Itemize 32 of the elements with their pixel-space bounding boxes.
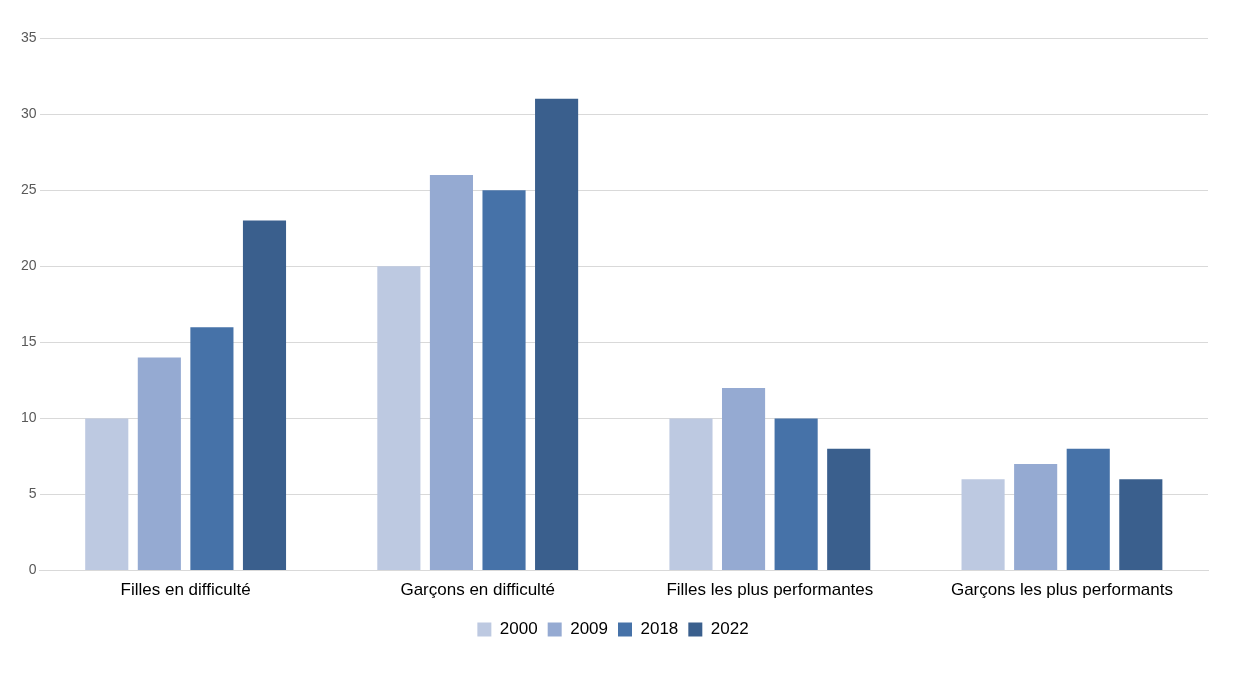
y-tick-label: 20 [20,257,37,274]
x-tick-label: Garçons en difficulté [400,580,556,600]
y-tick-label: 5 [28,485,37,502]
bar [190,327,234,571]
bar [429,174,473,571]
bar [535,98,579,571]
y-tick-label: 0 [28,561,37,578]
bar [774,418,818,571]
legend-label: 2018 [640,619,679,639]
bar [1014,464,1058,571]
y-tick-label: 10 [20,409,37,426]
bar [669,418,713,571]
bar [1066,448,1110,571]
y-tick-label: 25 [20,181,37,198]
x-tick-label: Filles les plus performantes [666,580,874,600]
x-tick-label: Filles en difficulté [120,580,251,600]
bar [85,418,129,571]
bar [827,448,871,571]
bar [1119,479,1163,571]
bar [242,220,287,571]
legend-label: 2009 [570,619,609,639]
x-tick-label: Garçons les plus performants [950,580,1173,600]
y-tick-label: 35 [20,28,37,45]
bar [377,266,421,571]
legend-label: 2000 [499,619,538,639]
y-tick-label: 15 [20,333,37,350]
bar [961,479,1005,571]
bar [482,190,526,571]
legend-label: 2022 [710,619,749,639]
bar [721,387,766,571]
bar [137,357,181,571]
y-tick-label: 30 [20,104,37,121]
